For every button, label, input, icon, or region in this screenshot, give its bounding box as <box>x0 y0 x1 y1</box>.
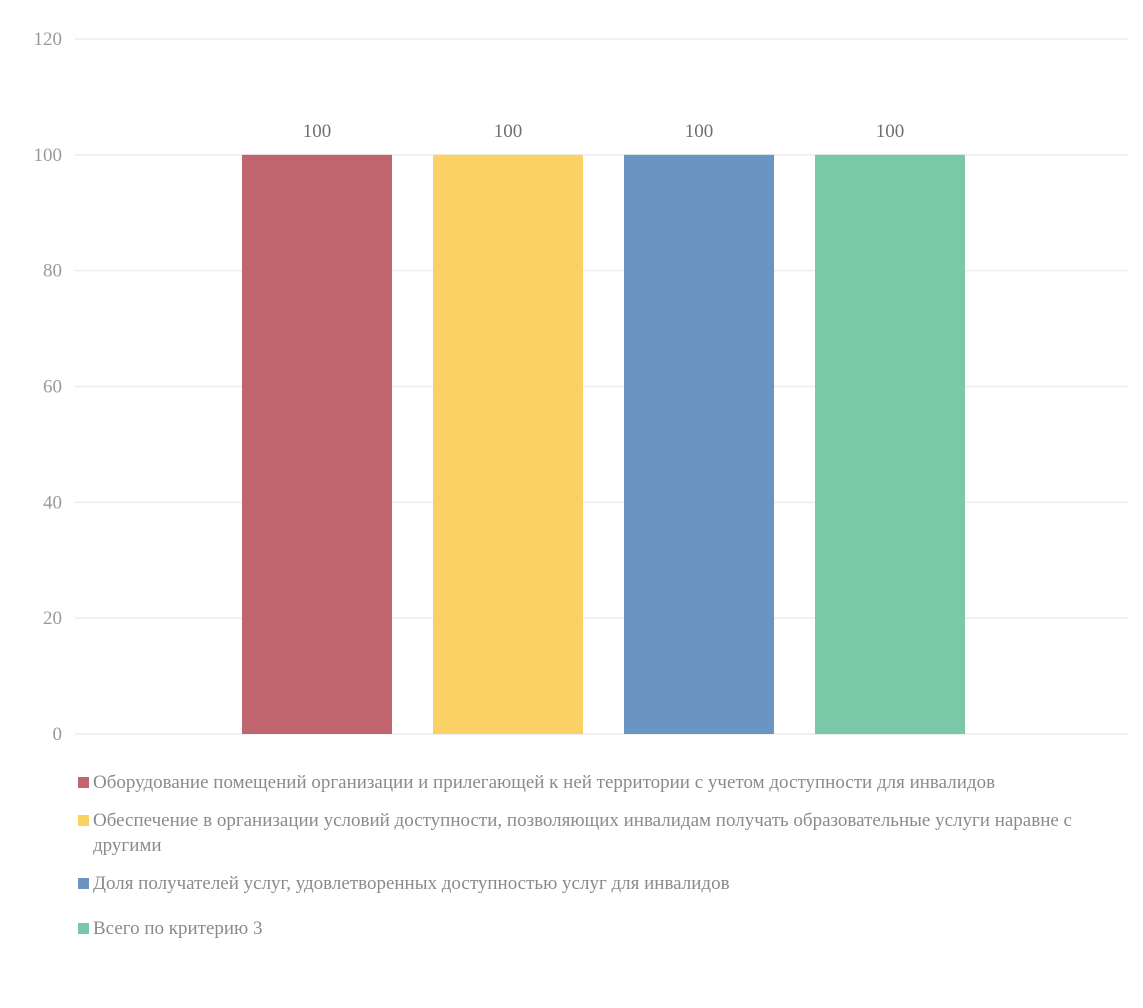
gridlines <box>75 38 1128 735</box>
y-tick-label: 80 <box>43 261 62 282</box>
bars <box>242 154 965 735</box>
legend-label: Оборудование помещений организации и при… <box>93 772 996 793</box>
y-tick-label: 0 <box>53 724 63 745</box>
legend-swatch <box>78 777 89 788</box>
bar <box>242 154 392 735</box>
y-tick-label: 120 <box>34 29 63 50</box>
y-tick-label: 60 <box>43 377 62 398</box>
bar-data-label: 100 <box>303 121 332 142</box>
bar <box>433 154 583 735</box>
legend-item-share: Доля получателей услуг, удовлетворенных … <box>78 871 1118 896</box>
legend-swatch <box>78 923 89 934</box>
bar-chart: 0 20 40 60 80 100 120 100 100 100 100 <box>34 29 1128 745</box>
legend-item-equipment: Оборудование помещений организации и при… <box>78 770 1118 795</box>
bar <box>624 154 774 735</box>
bar-data-label: 100 <box>685 121 714 142</box>
legend-item-conditions: Обеспечение в организации условий доступ… <box>78 808 1118 858</box>
legend: Оборудование помещений организации и при… <box>78 770 1118 954</box>
legend-swatch <box>78 815 89 826</box>
legend-label: Доля получателей услуг, удовлетворенных … <box>93 873 730 894</box>
y-tick-label: 20 <box>43 608 62 629</box>
data-labels: 100 100 100 100 <box>303 121 905 142</box>
bar <box>815 154 965 735</box>
bar-data-label: 100 <box>876 121 905 142</box>
y-tick-label: 40 <box>43 492 62 513</box>
legend-label: Всего по критерию 3 <box>93 918 263 939</box>
legend-label: Обеспечение в организации условий доступ… <box>93 810 1072 856</box>
legend-swatch <box>78 878 89 889</box>
legend-item-total: Всего по критерию 3 <box>78 916 1118 941</box>
bar-data-label: 100 <box>494 121 523 142</box>
y-axis-ticks: 0 20 40 60 80 100 120 <box>34 29 63 745</box>
y-tick-label: 100 <box>34 145 63 166</box>
